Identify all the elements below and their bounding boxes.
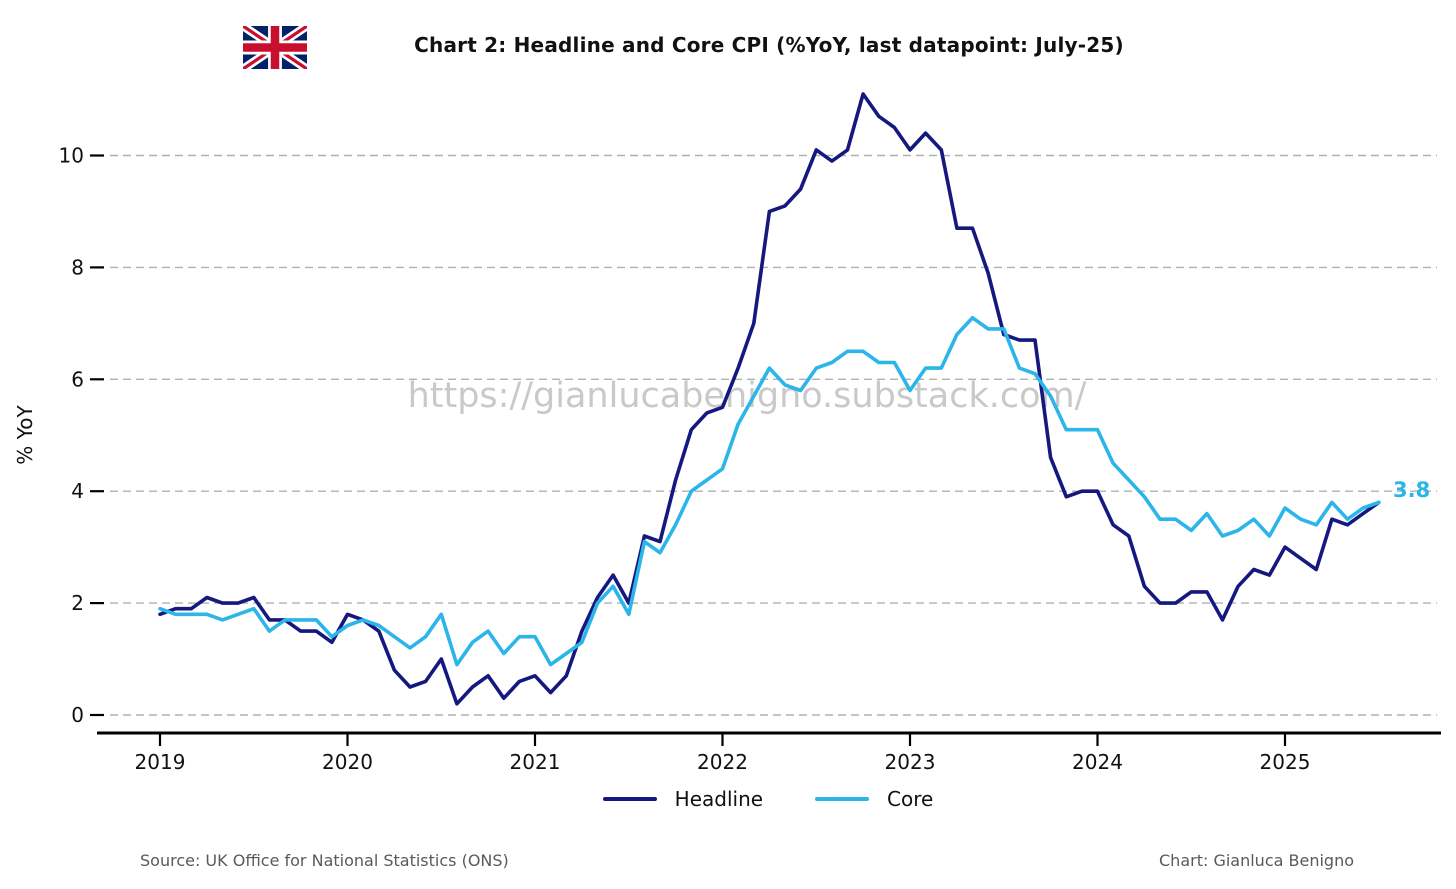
last-value-annotation: 3.8 xyxy=(1393,478,1430,502)
x-tick-label: 2024 xyxy=(1072,750,1123,774)
y-tick-label: 10 xyxy=(59,144,84,168)
x-tick-label: 2022 xyxy=(697,750,748,774)
x-tick-label: 2020 xyxy=(322,750,373,774)
cpi-line-chart: https://gianlucabenigno.substack.com/ 02… xyxy=(13,92,1441,774)
y-axis-ticks: 0 2 4 6 8 10 xyxy=(59,144,104,727)
x-tick-label: 2025 xyxy=(1260,750,1311,774)
uk-flag-icon xyxy=(243,26,307,69)
x-tick-label: 2023 xyxy=(885,750,936,774)
y-tick-label: 4 xyxy=(71,479,84,503)
core-line-swatch xyxy=(815,796,870,802)
legend: Headline Core xyxy=(80,787,1456,811)
y-tick-label: 2 xyxy=(71,591,84,615)
legend-item-core: Core xyxy=(815,787,933,811)
y-tick-label: 8 xyxy=(71,255,84,279)
y-tick-label: 6 xyxy=(71,367,84,391)
source-note: Source: UK Office for National Statistic… xyxy=(140,851,509,870)
core-line xyxy=(158,315,1381,667)
chart-title: Chart 2: Headline and Core CPI (%YoY, la… xyxy=(414,33,1124,57)
legend-label-headline: Headline xyxy=(674,787,764,811)
headline-line-swatch xyxy=(602,796,657,802)
legend-item-headline: Headline xyxy=(602,787,764,811)
y-axis-label: % YoY xyxy=(13,405,37,465)
y-tick-label: 0 xyxy=(71,703,84,727)
x-tick-label: 2019 xyxy=(135,750,186,774)
data-series xyxy=(158,92,1381,706)
x-axis: 2019 2020 2021 2022 2023 2024 2025 xyxy=(97,731,1441,774)
gridlines xyxy=(110,154,1437,716)
x-tick-label: 2021 xyxy=(510,750,561,774)
chart-credit: Chart: Gianluca Benigno xyxy=(1159,851,1354,870)
legend-label-core: Core xyxy=(887,787,934,811)
